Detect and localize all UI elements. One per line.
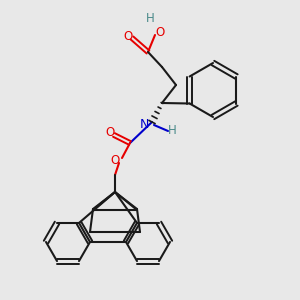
Text: O: O xyxy=(110,154,120,166)
Text: H: H xyxy=(168,124,176,137)
Text: O: O xyxy=(105,125,115,139)
Text: O: O xyxy=(123,29,133,43)
Text: O: O xyxy=(155,26,165,38)
Text: H: H xyxy=(146,11,154,25)
Text: N: N xyxy=(139,118,149,131)
